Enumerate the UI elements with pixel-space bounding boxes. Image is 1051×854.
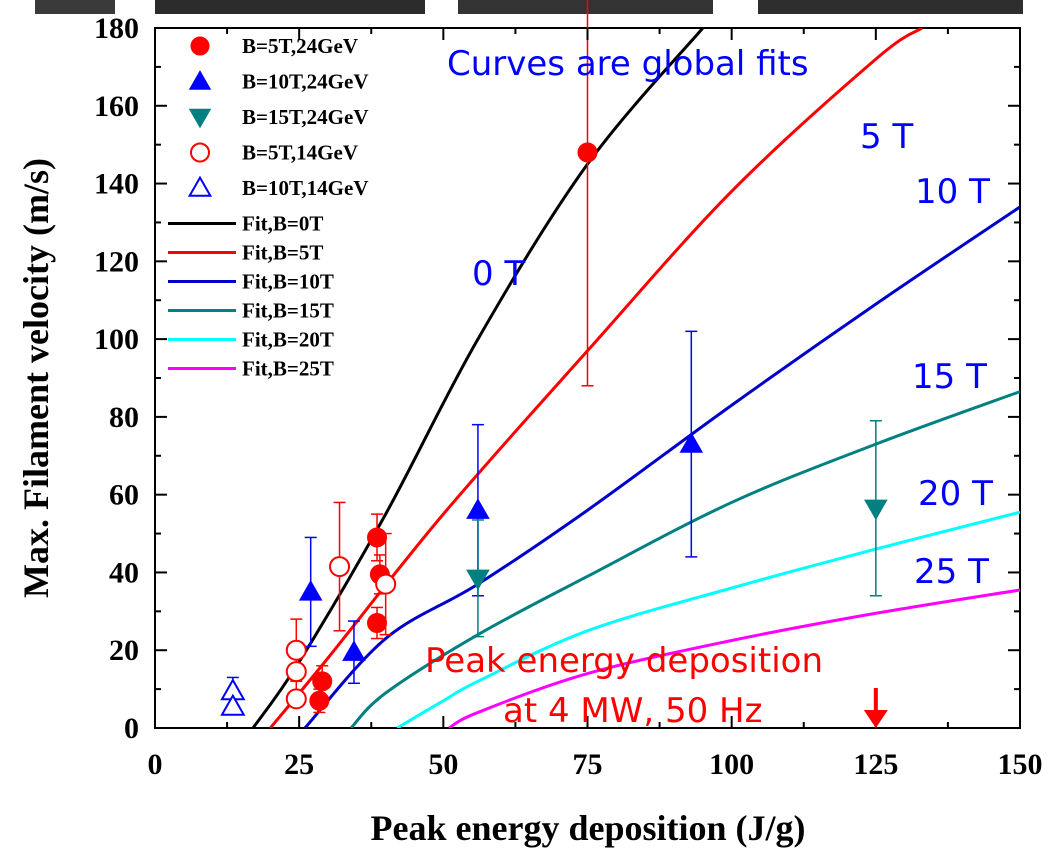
curve-label: 25 T xyxy=(914,552,989,592)
data-point xyxy=(367,613,388,633)
data-point xyxy=(220,693,246,716)
y-axis-title: Max. Filament velocity (m/s) xyxy=(16,158,56,598)
x-tick-label: 150 xyxy=(998,748,1043,781)
fit-line xyxy=(349,390,1020,728)
y-tick-label: 60 xyxy=(109,479,139,512)
x-tick-label: 75 xyxy=(573,748,603,781)
legend-label: Fit,B=25T xyxy=(242,357,334,381)
data-point xyxy=(466,498,490,519)
data-point xyxy=(367,527,388,548)
y-tick-label: 100 xyxy=(94,323,139,356)
ticks xyxy=(154,27,1021,729)
data-point xyxy=(864,499,888,521)
fit-line xyxy=(303,205,1020,728)
data-point xyxy=(679,432,704,453)
legend-marker xyxy=(190,36,210,56)
curve-label: 10 T xyxy=(915,172,990,212)
annotation-peak-deposition-2: at 4 MW, 50 Hz xyxy=(503,691,762,731)
curve-label: 0 T xyxy=(472,254,525,294)
curve-label: 20 T xyxy=(918,474,993,514)
legend-label: Fit,B=20T xyxy=(242,328,334,352)
fit-line xyxy=(448,588,1020,728)
legend-label: B=5T,24GeV xyxy=(242,34,358,58)
photo-strip xyxy=(35,0,1023,14)
legend-label: Fit,B=15T xyxy=(242,299,334,323)
y-tick-label: 0 xyxy=(124,712,139,745)
legend: B=5T,24GeV B=10T,24GeV B=15T,24GeV B=5T,14G… xyxy=(168,34,369,381)
legend-label: B=10T,24GeV xyxy=(242,70,369,94)
y-tick-label: 180 xyxy=(94,12,139,45)
legend-marker xyxy=(188,70,212,90)
y-tick-label: 40 xyxy=(109,556,139,589)
legend-marker xyxy=(190,142,210,163)
data-point xyxy=(285,639,307,661)
photo-thumb-2 xyxy=(155,0,425,14)
x-tick-label: 125 xyxy=(853,748,898,781)
legend-label: B=10T,14GeV xyxy=(242,176,369,200)
photo-thumb-1 xyxy=(35,0,115,14)
data-point xyxy=(312,671,333,692)
y-tick-label: 20 xyxy=(109,634,139,667)
markers xyxy=(220,142,888,716)
data-point xyxy=(342,640,366,661)
data-point xyxy=(285,661,307,683)
y-tick-labels: 0 20 40 60 80 100 120 140 160 180 xyxy=(94,12,139,745)
x-tick-label: 100 xyxy=(709,748,754,781)
legend-label: Fit,B=10T xyxy=(242,270,334,294)
data-point xyxy=(577,142,598,163)
x-tick-label: 0 xyxy=(148,748,163,781)
arrow-head xyxy=(863,710,888,728)
fit-line xyxy=(396,510,1020,728)
legend-label: Fit,B=0T xyxy=(242,212,323,236)
curve-label: 5 T xyxy=(860,117,913,157)
photo-thumb-4 xyxy=(758,0,1023,14)
x-tick-labels: 0 25 50 75 100 125 150 xyxy=(148,748,1043,781)
photo-thumb-3 xyxy=(458,0,713,14)
legend-label: Fit,B=5T xyxy=(242,241,323,265)
y-tick-label: 140 xyxy=(94,168,139,201)
curve-label: 15 T xyxy=(912,357,987,397)
annotation-peak-deposition-1: Peak energy deposition xyxy=(425,641,823,681)
line-labels: 0 T 5 T10 T 15 T 20 T 25 T xyxy=(472,117,993,592)
plot-area xyxy=(154,0,1021,729)
legend-label: B=5T,14GeV xyxy=(242,141,358,165)
x-tick-label: 50 xyxy=(428,748,458,781)
peak-deposition-arrow xyxy=(863,688,888,728)
annotation-global-fits: Curves are global fits xyxy=(447,44,809,84)
y-tick-label: 80 xyxy=(109,401,139,434)
data-point xyxy=(309,690,330,711)
y-tick-label: 160 xyxy=(94,90,139,123)
data-point xyxy=(466,569,490,591)
y-tick-label: 120 xyxy=(94,245,139,278)
data-point xyxy=(375,573,397,595)
legend-marker xyxy=(187,175,213,197)
x-tick-label: 25 xyxy=(284,748,314,781)
data-point xyxy=(298,579,323,601)
x-axis-title: Peak energy deposition (J/g) xyxy=(371,808,806,848)
legend-marker xyxy=(188,108,212,129)
data-point xyxy=(329,556,351,578)
legend-label: B=15T,24GeV xyxy=(242,105,369,129)
data-point xyxy=(285,688,307,710)
